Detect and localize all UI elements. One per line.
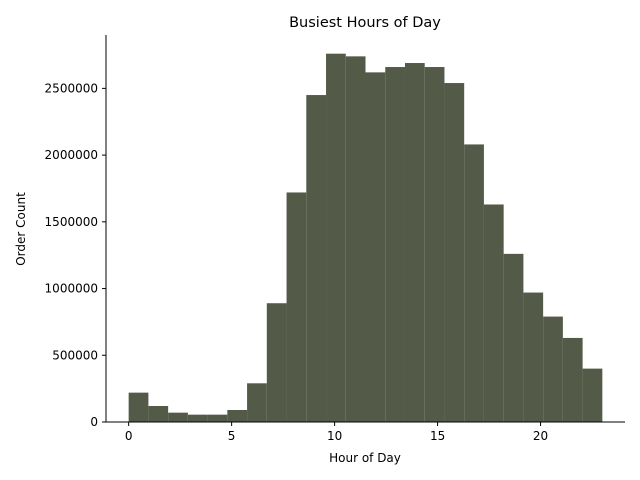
bar-bin-20 xyxy=(523,292,544,422)
y-tick-label: 1000000 xyxy=(45,282,98,296)
y-tick-label: 500000 xyxy=(52,348,98,362)
y-tick-label: 1500000 xyxy=(45,215,98,229)
x-ticks-group: 0 5 10 15 20 xyxy=(125,422,548,443)
bar-bin-10 xyxy=(326,53,346,422)
bar-bin-9 xyxy=(306,95,327,422)
x-tick-label: 15 xyxy=(430,429,445,443)
bar-bin-4 xyxy=(207,414,228,422)
bar-bin-8 xyxy=(286,192,307,422)
bar-bin-15 xyxy=(424,67,445,422)
bar-bin-2 xyxy=(168,412,188,422)
bar-bin-17 xyxy=(464,144,484,422)
bar-bin-1 xyxy=(148,405,169,422)
bar-bin-19 xyxy=(503,253,524,422)
bar-bin-16 xyxy=(444,83,465,422)
y-ticks-group: 0 500000 1000000 1500000 2000000 2500000 xyxy=(45,81,106,429)
bar-bin-0 xyxy=(128,392,149,422)
bar-bin-6 xyxy=(247,383,267,422)
bar-bin-14 xyxy=(404,63,425,422)
bar-bin-7 xyxy=(266,303,287,422)
bar-bin-11 xyxy=(345,56,366,423)
bars-group xyxy=(128,53,603,423)
y-tick-label: 0 xyxy=(90,415,98,429)
bar-bin-21 xyxy=(543,316,563,422)
bar-bin-5 xyxy=(227,409,248,422)
bar-bin-18 xyxy=(483,204,504,422)
bar-bin-12 xyxy=(365,72,386,423)
x-tick-label: 10 xyxy=(327,429,342,443)
x-tick-label: 5 xyxy=(228,429,236,443)
x-axis-label: Hour of Day xyxy=(329,451,401,465)
x-tick-label: 0 xyxy=(125,429,133,443)
y-tick-label: 2500000 xyxy=(45,81,98,95)
y-tick-label: 2000000 xyxy=(45,148,98,162)
bar-bin-23 xyxy=(582,368,603,422)
bar-bin-3 xyxy=(187,414,208,422)
bar-bin-22 xyxy=(562,337,583,422)
chart-title: Busiest Hours of Day xyxy=(289,15,441,31)
y-axis-label: Order Count xyxy=(14,192,28,266)
x-tick-label: 20 xyxy=(533,429,548,443)
bar-bin-13 xyxy=(385,67,405,422)
